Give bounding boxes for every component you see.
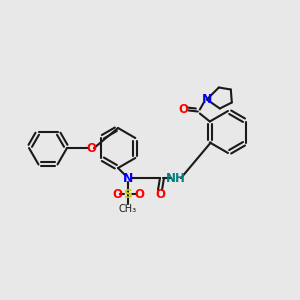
Text: O: O [86,142,96,154]
Text: CH₃: CH₃ [119,204,137,214]
Text: O: O [179,103,189,116]
Text: N: N [123,172,133,184]
Text: O: O [134,188,144,200]
Text: NH: NH [166,172,186,184]
Text: O: O [112,188,122,200]
Text: O: O [155,188,165,202]
Text: S: S [124,188,133,200]
Text: N: N [202,93,212,106]
